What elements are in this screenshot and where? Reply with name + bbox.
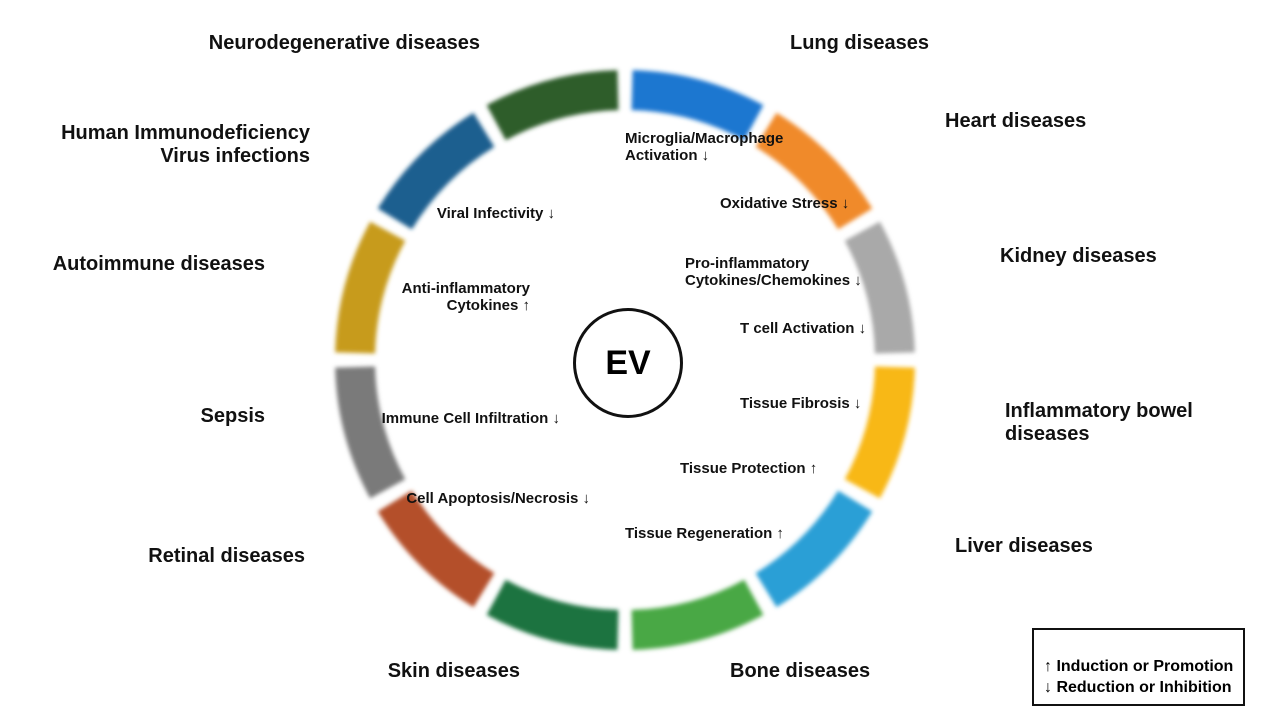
outer-label-5: Bone diseases bbox=[730, 660, 870, 683]
ring-segment-7 bbox=[378, 491, 495, 608]
outer-label-11: Neurodegenerative diseases bbox=[209, 32, 480, 55]
inner-label-10: Viral Infectivity ↓ bbox=[437, 205, 555, 222]
outer-label-7: Retinal diseases bbox=[148, 545, 305, 568]
inner-label-0: Microglia/Macrophage Activation ↓ bbox=[625, 130, 783, 165]
ring-segment-4 bbox=[756, 491, 873, 608]
diagram-stage: EV Lung diseases Heart diseases Kidney dis… bbox=[0, 0, 1275, 711]
inner-label-5: Tissue Protection ↑ bbox=[680, 460, 817, 477]
ring-segment-3 bbox=[845, 367, 915, 499]
inner-label-9: Anti-inflammatory Cytokines ↑ bbox=[402, 280, 530, 315]
inner-label-7: Cell Apoptosis/Necrosis ↓ bbox=[406, 490, 590, 507]
outer-label-3: Inflammatory bowel diseases bbox=[1005, 400, 1275, 446]
inner-label-2: Pro-inflammatory Cytokines/Chemokines ↓ bbox=[685, 255, 862, 290]
ring-segment-8 bbox=[335, 367, 405, 499]
outer-label-1: Heart diseases bbox=[945, 110, 1086, 133]
outer-label-10: Human Immunodeficiency Virus infections bbox=[61, 122, 310, 168]
center-node: EV bbox=[573, 308, 683, 418]
inner-label-1: Oxidative Stress ↓ bbox=[720, 195, 849, 212]
center-label: EV bbox=[605, 344, 650, 383]
outer-label-9: Autoimmune diseases bbox=[53, 253, 265, 276]
legend-box: ↑ Induction or Promotion ↓ Reduction or … bbox=[1032, 628, 1245, 706]
legend-text: ↑ Induction or Promotion ↓ Reduction or … bbox=[1044, 658, 1233, 696]
ring-segment-9 bbox=[335, 222, 405, 354]
outer-label-8: Sepsis bbox=[201, 405, 265, 428]
inner-label-3: T cell Activation ↓ bbox=[740, 320, 866, 337]
outer-label-2: Kidney diseases bbox=[1000, 245, 1157, 268]
inner-label-8: Immune Cell Infiltration ↓ bbox=[382, 410, 560, 427]
ring-segment-6 bbox=[487, 580, 619, 650]
outer-label-0: Lung diseases bbox=[790, 32, 929, 55]
ring-segment-5 bbox=[632, 580, 764, 650]
inner-label-6: Tissue Regeneration ↑ bbox=[625, 525, 784, 542]
inner-label-4: Tissue Fibrosis ↓ bbox=[740, 395, 861, 412]
ring-segment-11 bbox=[487, 70, 619, 140]
outer-label-6: Skin diseases bbox=[388, 660, 520, 683]
outer-label-4: Liver diseases bbox=[955, 535, 1093, 558]
